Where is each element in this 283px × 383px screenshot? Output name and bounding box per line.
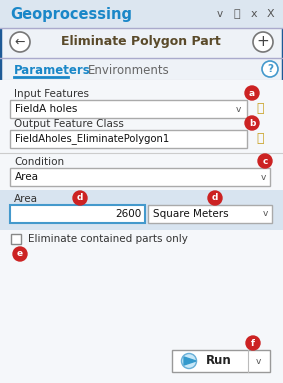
Circle shape [258, 154, 272, 168]
FancyBboxPatch shape [10, 168, 270, 186]
Text: v: v [235, 105, 241, 113]
Polygon shape [184, 357, 196, 365]
Text: Output Feature Class: Output Feature Class [14, 119, 124, 129]
FancyBboxPatch shape [10, 205, 145, 223]
Circle shape [13, 247, 27, 261]
Text: Square Meters: Square Meters [153, 209, 229, 219]
Text: a: a [249, 88, 255, 98]
Text: d: d [212, 193, 218, 203]
Circle shape [181, 354, 196, 368]
Text: FieldAholes_EliminatePolygon1: FieldAholes_EliminatePolygon1 [15, 134, 169, 144]
FancyBboxPatch shape [11, 234, 21, 244]
Text: Run: Run [206, 355, 232, 368]
Text: Geoprocessing: Geoprocessing [10, 7, 132, 21]
Text: 📁: 📁 [256, 103, 264, 116]
FancyBboxPatch shape [0, 80, 283, 383]
Text: FieldA holes: FieldA holes [15, 104, 77, 114]
Text: e: e [17, 249, 23, 259]
FancyBboxPatch shape [10, 130, 247, 148]
Text: Area: Area [15, 172, 39, 182]
Text: Environments: Environments [88, 64, 170, 77]
FancyBboxPatch shape [0, 190, 283, 230]
Text: v: v [217, 9, 223, 19]
Text: b: b [249, 118, 255, 128]
Text: +: + [257, 34, 269, 49]
Circle shape [73, 191, 87, 205]
Text: v: v [255, 357, 261, 365]
Text: ←: ← [15, 36, 25, 49]
Text: x: x [251, 9, 257, 19]
Circle shape [245, 116, 259, 130]
FancyBboxPatch shape [0, 230, 283, 383]
FancyBboxPatch shape [172, 350, 270, 372]
Text: d: d [77, 193, 83, 203]
Text: Condition: Condition [14, 157, 64, 167]
Text: v: v [260, 172, 266, 182]
Text: Input Features: Input Features [14, 89, 89, 99]
Text: f: f [251, 339, 255, 347]
Text: Eliminate Polygon Part: Eliminate Polygon Part [61, 36, 221, 49]
Circle shape [208, 191, 222, 205]
Circle shape [253, 32, 273, 52]
Text: ⌖: ⌖ [234, 9, 240, 19]
Text: v: v [262, 210, 268, 218]
Text: Area: Area [14, 194, 38, 204]
Text: Eliminate contained parts only: Eliminate contained parts only [28, 234, 188, 244]
Circle shape [262, 61, 278, 77]
Text: ?: ? [267, 64, 273, 74]
Circle shape [246, 336, 260, 350]
Text: X: X [266, 9, 274, 19]
FancyBboxPatch shape [0, 0, 283, 28]
Circle shape [10, 32, 30, 52]
Text: Parameters: Parameters [14, 64, 91, 77]
Text: c: c [262, 157, 268, 165]
Circle shape [245, 86, 259, 100]
Text: 📁: 📁 [256, 133, 264, 146]
FancyBboxPatch shape [148, 205, 272, 223]
Text: 2600: 2600 [115, 209, 141, 219]
FancyBboxPatch shape [10, 100, 247, 118]
